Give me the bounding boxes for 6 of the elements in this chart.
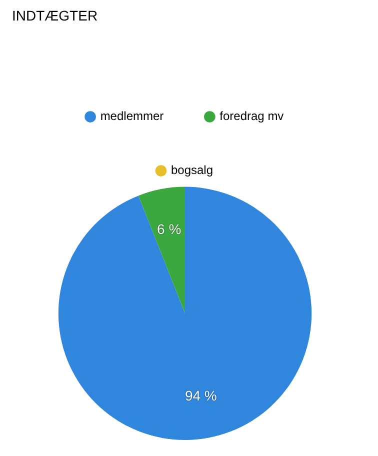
data-label: 6 %	[157, 220, 182, 237]
data-label: 94 %	[184, 388, 217, 404]
legend-label: bogsalg	[170, 163, 214, 178]
legend-label: foredrag mv	[220, 109, 284, 124]
chart-title: INDTÆGTER	[12, 7, 98, 24]
legend-label: medlemmer	[100, 109, 164, 124]
